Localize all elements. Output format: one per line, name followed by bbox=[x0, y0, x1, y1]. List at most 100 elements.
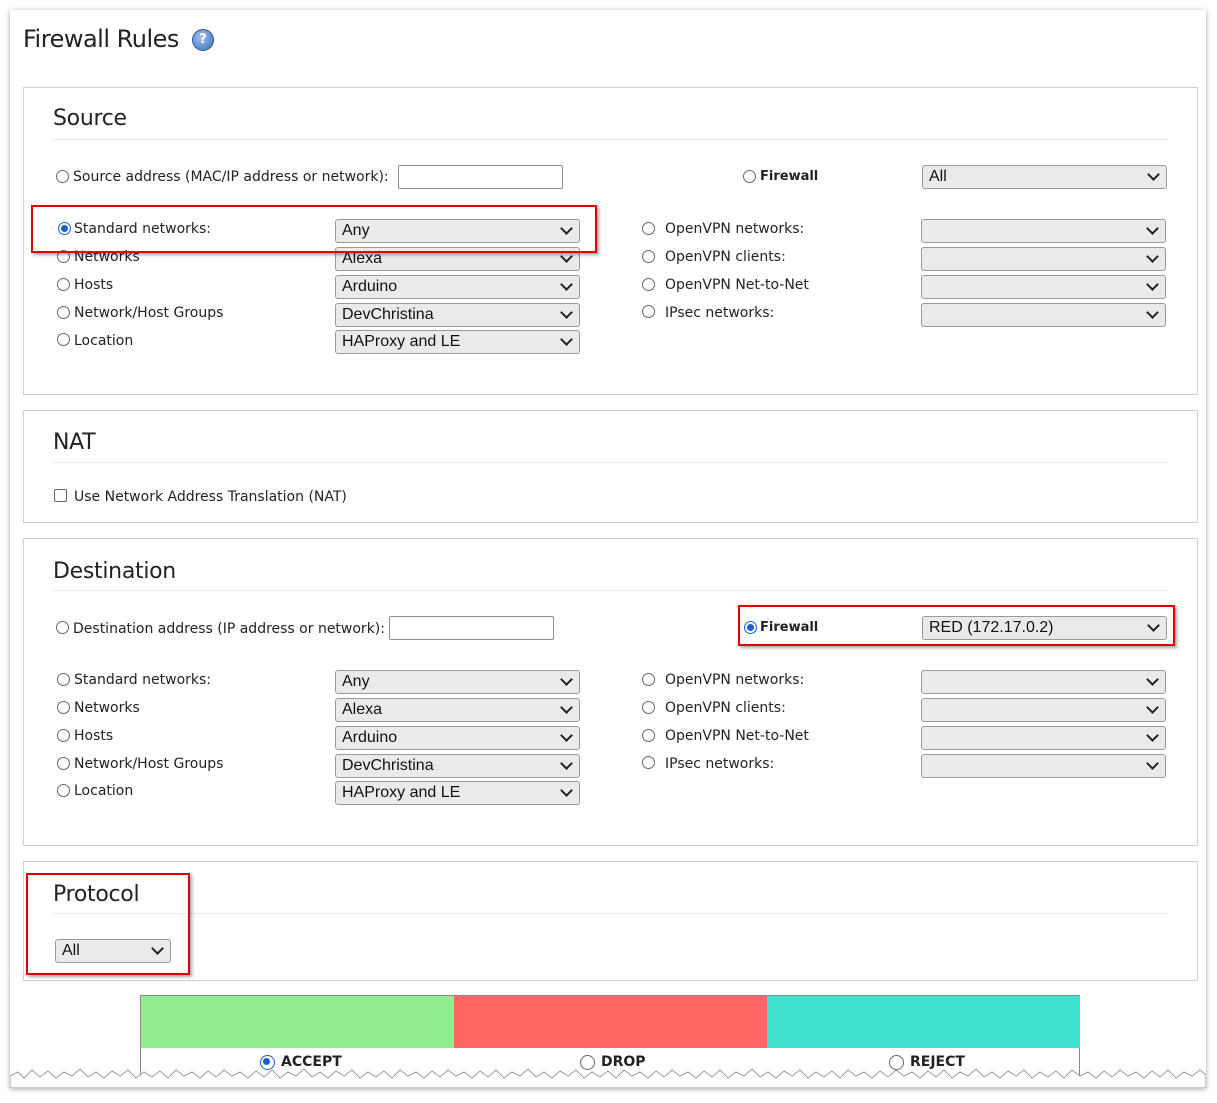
source-openvpn-networks-select[interactable] bbox=[921, 219, 1166, 243]
highlight-protocol bbox=[26, 873, 190, 975]
destination-openvpn-clients-label: OpenVPN clients: bbox=[665, 700, 786, 716]
nat-section: NAT Use Network Address Translation (NAT… bbox=[23, 410, 1198, 523]
reject-radio[interactable] bbox=[889, 1055, 904, 1070]
source-networks-radio[interactable] bbox=[57, 250, 70, 263]
destination-openvpn-networks-radio[interactable] bbox=[642, 673, 655, 686]
destination-address-input[interactable] bbox=[389, 616, 554, 640]
source-standard-networks-radio[interactable] bbox=[58, 222, 71, 235]
source-openvpn-clients-select[interactable] bbox=[921, 247, 1166, 271]
source-address-radio[interactable] bbox=[56, 170, 69, 183]
select-value: Arduino bbox=[342, 729, 398, 746]
destination-hosts-radio[interactable] bbox=[57, 729, 70, 742]
chevron-down-icon bbox=[560, 729, 573, 742]
destination-ipsec-select[interactable] bbox=[921, 754, 1166, 778]
destination-openvpn-n2n-radio[interactable] bbox=[642, 729, 655, 742]
source-heading: Source bbox=[53, 106, 127, 131]
protocol-section: Protocol All bbox=[23, 861, 1198, 981]
destination-firewall-select[interactable]: RED (172.17.0.2) bbox=[922, 616, 1167, 640]
page-title: Firewall Rules bbox=[23, 25, 179, 53]
source-address-input[interactable] bbox=[398, 165, 563, 189]
destination-openvpn-clients-select[interactable] bbox=[921, 698, 1166, 722]
source-standard-networks-select[interactable]: Any bbox=[335, 219, 580, 243]
divider bbox=[53, 462, 1168, 463]
select-value: HAProxy and LE bbox=[342, 333, 461, 350]
source-ipsec-select[interactable] bbox=[921, 303, 1166, 327]
select-value: Any bbox=[342, 673, 370, 690]
source-hosts-radio[interactable] bbox=[57, 278, 70, 291]
destination-location-select[interactable]: HAProxy and LE bbox=[335, 781, 580, 805]
destination-address-radio[interactable] bbox=[56, 621, 69, 634]
destination-openvpn-networks-select[interactable] bbox=[921, 670, 1166, 694]
chevron-down-icon bbox=[560, 306, 573, 319]
destination-ipsec-radio[interactable] bbox=[642, 756, 655, 769]
source-section: Source Source address (MAC/IP address or… bbox=[23, 87, 1198, 395]
chevron-down-icon bbox=[1146, 701, 1159, 714]
destination-heading: Destination bbox=[53, 559, 176, 584]
source-groups-select[interactable]: DevChristina bbox=[335, 303, 580, 327]
source-openvpn-networks-radio[interactable] bbox=[642, 222, 655, 235]
destination-firewall-radio[interactable] bbox=[744, 621, 757, 634]
select-value: Alexa bbox=[342, 250, 383, 267]
chevron-down-icon bbox=[560, 673, 573, 686]
select-value: HAProxy and LE bbox=[342, 784, 461, 801]
highlight-destination-firewall bbox=[738, 605, 1175, 646]
drop-radio[interactable] bbox=[580, 1055, 595, 1070]
destination-openvpn-n2n-label: OpenVPN Net-to-Net bbox=[665, 728, 809, 744]
select-value: Arduino bbox=[342, 278, 398, 295]
chevron-down-icon bbox=[560, 701, 573, 714]
chevron-down-icon bbox=[560, 757, 573, 770]
source-openvpn-n2n-radio[interactable] bbox=[642, 278, 655, 291]
destination-hosts-select[interactable]: Arduino bbox=[335, 726, 580, 750]
source-firewall-select[interactable]: All bbox=[922, 165, 1167, 189]
select-value: DevChristina bbox=[342, 306, 434, 323]
destination-openvpn-clients-radio[interactable] bbox=[642, 701, 655, 714]
destination-groups-radio[interactable] bbox=[57, 757, 70, 770]
chevron-down-icon bbox=[560, 278, 573, 291]
source-openvpn-n2n-select[interactable] bbox=[921, 275, 1166, 299]
source-groups-radio[interactable] bbox=[57, 306, 70, 319]
chevron-down-icon bbox=[560, 784, 573, 797]
select-value: RED (172.17.0.2) bbox=[929, 619, 1054, 636]
question-icon[interactable]: ? bbox=[192, 29, 214, 51]
nat-checkbox[interactable] bbox=[54, 489, 67, 502]
destination-standard-networks-select[interactable]: Any bbox=[335, 670, 580, 694]
source-location-radio[interactable] bbox=[57, 333, 70, 346]
nat-checkbox-label: Use Network Address Translation (NAT) bbox=[74, 489, 347, 505]
source-location-select[interactable]: HAProxy and LE bbox=[335, 330, 580, 354]
source-openvpn-networks-label: OpenVPN networks: bbox=[665, 221, 805, 237]
reject-label: REJECT bbox=[910, 1054, 965, 1070]
source-firewall-label: Firewall bbox=[760, 169, 819, 184]
divider bbox=[53, 139, 1168, 140]
destination-openvpn-n2n-select[interactable] bbox=[921, 726, 1166, 750]
source-hosts-label: Hosts bbox=[74, 277, 114, 293]
destination-ipsec-label: IPsec networks: bbox=[665, 756, 775, 772]
destination-standard-networks-radio[interactable] bbox=[57, 673, 70, 686]
accept-radio[interactable] bbox=[260, 1055, 275, 1070]
destination-networks-label: Networks bbox=[74, 700, 140, 716]
divider bbox=[53, 913, 1168, 914]
destination-firewall-label: Firewall bbox=[760, 620, 819, 635]
destination-location-radio[interactable] bbox=[57, 784, 70, 797]
accept-color-block[interactable] bbox=[141, 996, 454, 1048]
drop-color-block[interactable] bbox=[454, 996, 767, 1048]
accept-label: ACCEPT bbox=[281, 1054, 342, 1070]
nat-heading: NAT bbox=[53, 430, 96, 455]
select-value: Any bbox=[342, 222, 370, 239]
destination-networks-radio[interactable] bbox=[57, 701, 70, 714]
destination-networks-select[interactable]: Alexa bbox=[335, 698, 580, 722]
source-openvpn-clients-label: OpenVPN clients: bbox=[665, 249, 786, 265]
action-selector: ACCEPT DROP REJECT bbox=[140, 995, 1080, 1088]
destination-hosts-label: Hosts bbox=[74, 728, 114, 744]
firewall-rules-page: Firewall Rules ? Source Source address (… bbox=[10, 10, 1206, 1088]
chevron-down-icon bbox=[1146, 306, 1159, 319]
protocol-select[interactable]: All bbox=[55, 939, 171, 963]
source-networks-label: Networks bbox=[74, 249, 140, 265]
destination-groups-select[interactable]: DevChristina bbox=[335, 754, 580, 778]
destination-location-label: Location bbox=[74, 783, 134, 799]
source-firewall-radio[interactable] bbox=[743, 170, 756, 183]
source-openvpn-clients-radio[interactable] bbox=[642, 250, 655, 263]
reject-color-block[interactable] bbox=[767, 996, 1080, 1048]
source-ipsec-radio[interactable] bbox=[642, 305, 655, 318]
chevron-down-icon bbox=[1146, 757, 1159, 770]
source-hosts-select[interactable]: Arduino bbox=[335, 275, 580, 299]
